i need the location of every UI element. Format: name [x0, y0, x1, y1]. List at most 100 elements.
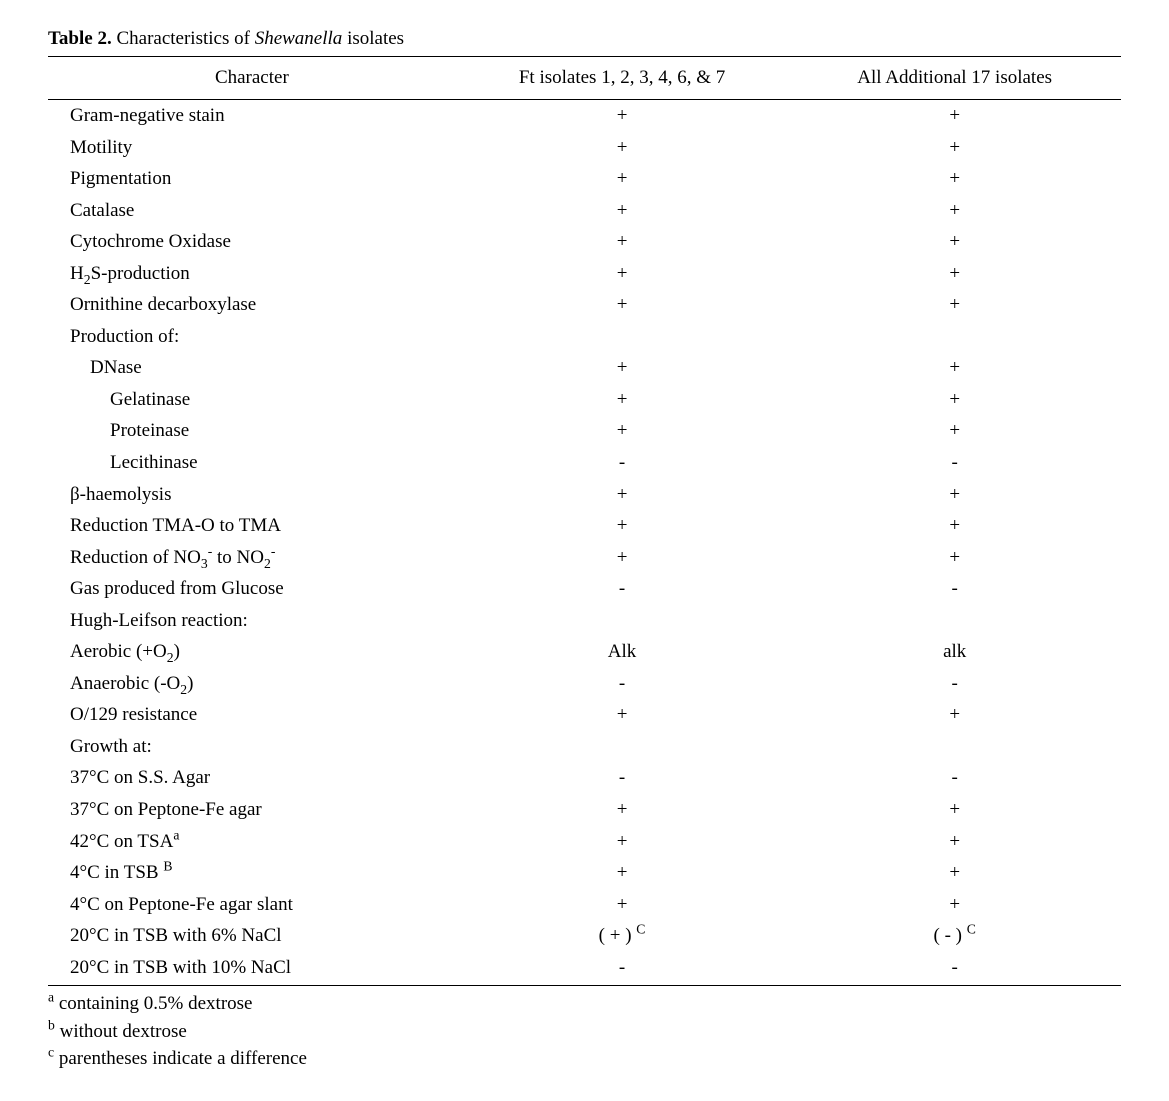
table-row: 20°C in TSB with 6% NaCl( + ) C( - ) C [48, 920, 1121, 952]
row-value-additional: + [788, 352, 1121, 384]
col-header-additional-isolates: All Additional 17 isolates [788, 57, 1121, 100]
row-value-ft [456, 731, 789, 763]
col-header-ft-isolates: Ft isolates 1, 2, 3, 4, 6, & 7 [456, 57, 789, 100]
row-value-additional: + [788, 132, 1121, 164]
row-label: Proteinase [48, 415, 456, 447]
row-label: DNase [48, 352, 456, 384]
caption-text-post: isolates [342, 28, 404, 49]
footnotes: a containing 0.5% dextroseb without dext… [48, 990, 1121, 1073]
row-value-additional: + [788, 226, 1121, 258]
table-row: Aerobic (+O2)Alkalk [48, 636, 1121, 668]
row-value-additional: - [788, 447, 1121, 479]
row-value-ft: + [456, 510, 789, 542]
row-value-additional: - [788, 573, 1121, 605]
row-label: Lecithinase [48, 447, 456, 479]
row-value-additional: - [788, 952, 1121, 986]
table-row: 20°C in TSB with 10% NaCl-- [48, 952, 1121, 986]
table-row: Hugh-Leifson reaction: [48, 605, 1121, 637]
row-label: H2S-production [48, 258, 456, 290]
table-row: Reduction TMA-O to TMA++ [48, 510, 1121, 542]
row-value-additional: + [788, 794, 1121, 826]
row-value-additional: + [788, 889, 1121, 921]
row-label: 37°C on Peptone-Fe agar [48, 794, 456, 826]
row-value-additional: + [788, 384, 1121, 416]
row-label: Hugh-Leifson reaction: [48, 605, 456, 637]
table-row: O/129 resistance++ [48, 699, 1121, 731]
row-label: Pigmentation [48, 163, 456, 195]
row-value-ft: + [456, 857, 789, 889]
table-row: Growth at: [48, 731, 1121, 763]
row-value-additional [788, 605, 1121, 637]
row-label: Reduction of NO3- to NO2- [48, 542, 456, 574]
table-row: β-haemolysis++ [48, 479, 1121, 511]
row-label: Gelatinase [48, 384, 456, 416]
table-row: Ornithine decarboxylase++ [48, 289, 1121, 321]
row-value-ft: + [456, 826, 789, 858]
row-label: 20°C in TSB with 6% NaCl [48, 920, 456, 952]
table-label: Table 2. [48, 28, 112, 49]
row-value-ft: Alk [456, 636, 789, 668]
row-label: Gas produced from Glucose [48, 573, 456, 605]
row-label: Reduction TMA-O to TMA [48, 510, 456, 542]
row-value-additional: ( - ) C [788, 920, 1121, 952]
row-label: 4°C on Peptone-Fe agar slant [48, 889, 456, 921]
row-value-additional: + [788, 163, 1121, 195]
table-row: Reduction of NO3- to NO2-++ [48, 542, 1121, 574]
row-value-ft: + [456, 289, 789, 321]
table-row: Pigmentation++ [48, 163, 1121, 195]
table-row: 37°C on S.S. Agar-- [48, 762, 1121, 794]
row-value-ft: + [456, 258, 789, 290]
row-label: Cytochrome Oxidase [48, 226, 456, 258]
table-caption: Table 2. Characteristics of Shewanella i… [48, 28, 1121, 50]
row-value-additional: - [788, 668, 1121, 700]
row-label: β-haemolysis [48, 479, 456, 511]
row-label: 20°C in TSB with 10% NaCl [48, 952, 456, 986]
row-value-ft: + [456, 479, 789, 511]
row-label: Motility [48, 132, 456, 164]
row-label: O/129 resistance [48, 699, 456, 731]
table-row: Proteinase++ [48, 415, 1121, 447]
row-value-additional [788, 321, 1121, 353]
row-value-additional: + [788, 542, 1121, 574]
row-label: Gram-negative stain [48, 100, 456, 132]
row-value-ft [456, 321, 789, 353]
row-label: 4°C in TSB B [48, 857, 456, 889]
row-value-additional: + [788, 857, 1121, 889]
table-row: 37°C on Peptone-Fe agar++ [48, 794, 1121, 826]
table-row: Gas produced from Glucose-- [48, 573, 1121, 605]
row-label: Production of: [48, 321, 456, 353]
table-row: Cytochrome Oxidase++ [48, 226, 1121, 258]
table-row: Gram-negative stain++ [48, 100, 1121, 132]
footnote: c parentheses indicate a difference [48, 1045, 1121, 1073]
row-value-ft: + [456, 100, 789, 132]
row-value-additional: + [788, 195, 1121, 227]
row-value-additional: + [788, 289, 1121, 321]
table-row: Catalase++ [48, 195, 1121, 227]
table-row: Motility++ [48, 132, 1121, 164]
row-value-ft: + [456, 415, 789, 447]
row-label: 37°C on S.S. Agar [48, 762, 456, 794]
row-value-ft: + [456, 699, 789, 731]
row-value-ft: + [456, 794, 789, 826]
row-value-ft: - [456, 952, 789, 986]
row-value-additional: + [788, 826, 1121, 858]
caption-text-pre: Characteristics of [116, 28, 254, 49]
row-label: Growth at: [48, 731, 456, 763]
row-value-additional [788, 731, 1121, 763]
row-value-ft: + [456, 542, 789, 574]
footnote: b without dextrose [48, 1018, 1121, 1046]
table-row: DNase++ [48, 352, 1121, 384]
row-value-ft: + [456, 352, 789, 384]
row-label: Ornithine decarboxylase [48, 289, 456, 321]
table-row: 4°C on Peptone-Fe agar slant++ [48, 889, 1121, 921]
row-value-ft: + [456, 384, 789, 416]
row-value-additional: + [788, 510, 1121, 542]
row-value-additional: + [788, 100, 1121, 132]
row-value-additional: + [788, 415, 1121, 447]
row-value-additional: + [788, 479, 1121, 511]
row-label: 42°C on TSAa [48, 826, 456, 858]
footnote: a containing 0.5% dextrose [48, 990, 1121, 1018]
table-row: Lecithinase-- [48, 447, 1121, 479]
header-row: Character Ft isolates 1, 2, 3, 4, 6, & 7… [48, 57, 1121, 100]
table-row: 4°C in TSB B++ [48, 857, 1121, 889]
